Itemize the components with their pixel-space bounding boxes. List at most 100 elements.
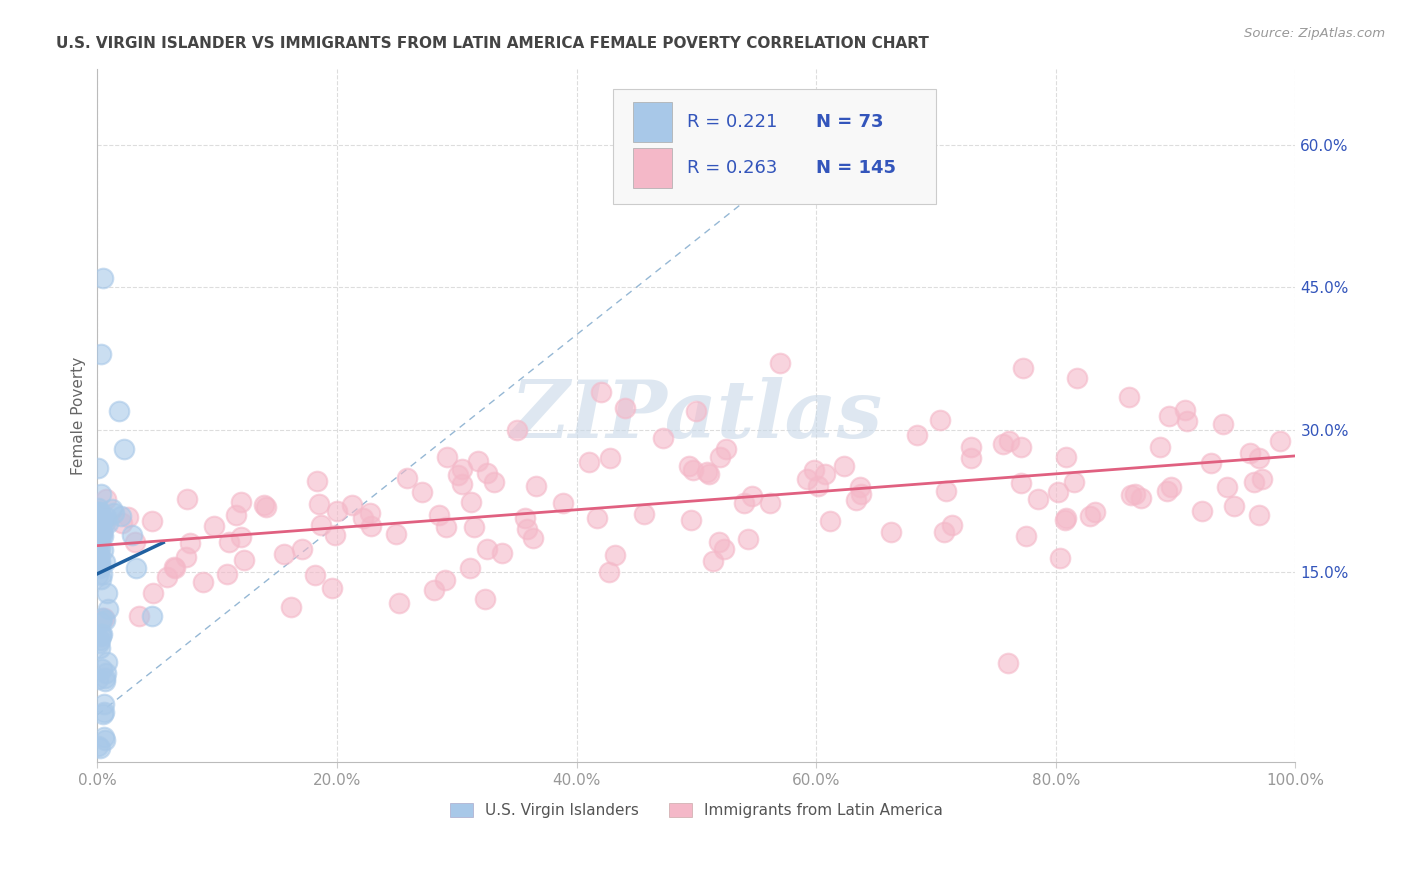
Point <box>1054 450 1077 465</box>
Point <box>707 534 730 549</box>
Point <box>1223 499 1246 513</box>
Point <box>491 546 513 560</box>
Point <box>959 440 981 454</box>
Point <box>1015 529 1038 543</box>
Point <box>1243 475 1265 489</box>
Point <box>737 533 759 547</box>
Point <box>325 504 347 518</box>
Point <box>87 507 110 521</box>
Point <box>90 610 112 624</box>
Point <box>427 508 450 522</box>
Point <box>360 519 382 533</box>
Bar <box>633 102 672 142</box>
Point <box>1063 475 1085 489</box>
Point <box>111 516 134 531</box>
Point <box>162 559 184 574</box>
Point <box>87 739 110 753</box>
Point <box>1078 509 1101 524</box>
Point <box>1250 472 1272 486</box>
Point <box>880 525 903 540</box>
Point <box>89 633 111 648</box>
Point <box>603 548 626 562</box>
Point <box>86 508 108 523</box>
Point <box>125 561 148 575</box>
Point <box>814 467 837 481</box>
Point <box>91 529 114 543</box>
Point <box>516 522 538 536</box>
Text: R = 0.221: R = 0.221 <box>686 113 778 131</box>
Point <box>522 531 544 545</box>
Point <box>215 566 238 581</box>
Point <box>709 450 731 464</box>
Point <box>307 475 329 489</box>
Point <box>87 551 110 566</box>
Point <box>89 561 111 575</box>
Point <box>714 442 737 456</box>
Point <box>117 510 139 524</box>
Point <box>513 511 536 525</box>
Point <box>447 468 470 483</box>
Point <box>463 520 485 534</box>
Point <box>90 629 112 643</box>
Point <box>87 524 110 538</box>
Point <box>475 542 498 557</box>
Point <box>769 356 792 370</box>
Point <box>1174 403 1197 417</box>
Point <box>87 560 110 574</box>
Point <box>741 490 763 504</box>
Point <box>1268 434 1291 449</box>
Point <box>91 707 114 722</box>
Point <box>93 270 115 285</box>
FancyBboxPatch shape <box>613 89 936 204</box>
Point <box>935 484 957 499</box>
Point <box>460 495 482 509</box>
Point <box>451 477 474 491</box>
Point <box>273 547 295 561</box>
Point <box>467 454 489 468</box>
Point <box>941 517 963 532</box>
Point <box>679 513 702 527</box>
Point <box>1084 505 1107 519</box>
Point <box>1212 417 1234 431</box>
Point <box>433 573 456 587</box>
Legend: U.S. Virgin Islanders, Immigrants from Latin America: U.S. Virgin Islanders, Immigrants from L… <box>443 797 949 824</box>
Point <box>1053 512 1076 526</box>
Point <box>87 636 110 650</box>
Point <box>411 485 433 500</box>
Point <box>353 511 375 525</box>
Point <box>93 697 115 711</box>
Point <box>112 442 135 456</box>
Point <box>87 518 110 533</box>
Point <box>759 495 782 509</box>
Point <box>845 492 868 507</box>
Point <box>685 403 707 417</box>
Point <box>96 586 118 600</box>
Point <box>91 523 114 537</box>
Point <box>229 530 252 544</box>
Point <box>599 451 621 466</box>
Point <box>423 582 446 597</box>
Point <box>849 479 872 493</box>
Point <box>89 546 111 560</box>
Bar <box>633 148 672 188</box>
Text: Source: ZipAtlas.com: Source: ZipAtlas.com <box>1244 27 1385 40</box>
Point <box>90 627 112 641</box>
Point <box>633 508 655 522</box>
Point <box>90 347 112 361</box>
Point <box>90 615 112 629</box>
Point <box>796 472 818 486</box>
Point <box>121 528 143 542</box>
Point <box>613 401 636 415</box>
Point <box>1054 511 1077 525</box>
Point <box>586 510 609 524</box>
Point <box>1123 487 1146 501</box>
Point <box>128 609 150 624</box>
Point <box>598 565 620 579</box>
Point <box>505 423 527 437</box>
Point <box>1010 475 1032 490</box>
Point <box>101 502 124 516</box>
Point <box>905 427 928 442</box>
Point <box>91 512 114 526</box>
Point <box>87 500 110 515</box>
Point <box>94 555 117 569</box>
